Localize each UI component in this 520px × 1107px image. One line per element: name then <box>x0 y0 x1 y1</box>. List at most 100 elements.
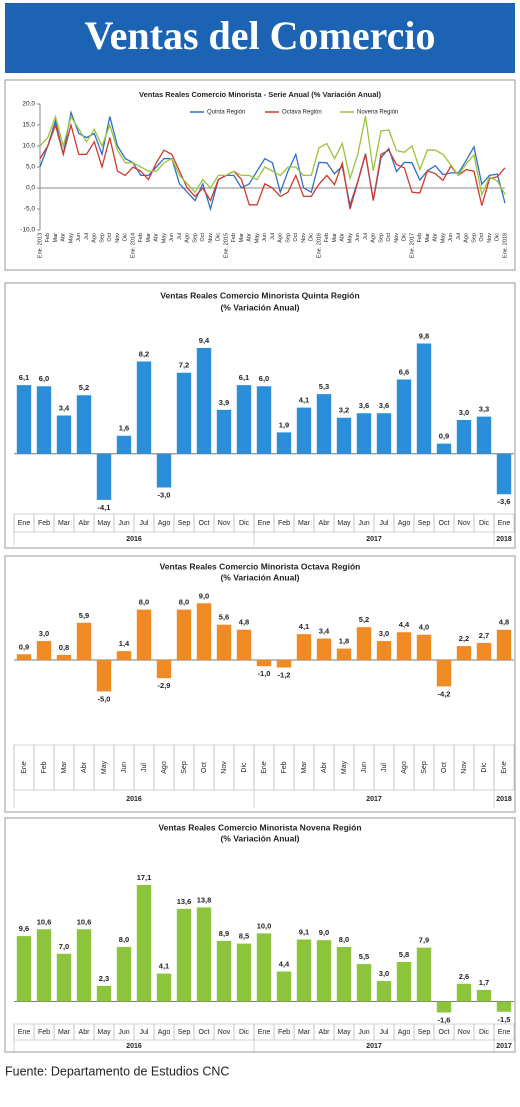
x-tick-label: Feb <box>281 761 288 773</box>
bar <box>256 659 272 667</box>
x-tick-label: Jun <box>358 520 369 527</box>
x-tick-label: Sep <box>418 520 431 527</box>
x-tick-label: Jun <box>76 233 82 242</box>
x-tick-label: Feb <box>417 233 423 242</box>
x-tick-label: Abr <box>79 520 91 527</box>
x-tick-label: Nov <box>461 761 468 774</box>
value-label: 3,6 <box>379 401 389 410</box>
x-tick-label: Nov <box>458 520 471 527</box>
bar <box>196 348 212 454</box>
bar <box>376 413 392 454</box>
x-tick-label: May <box>161 233 167 244</box>
bar <box>256 933 272 1002</box>
bar <box>136 609 152 660</box>
value-label: 13,8 <box>197 895 212 904</box>
x-tick-label: Sep <box>378 233 384 243</box>
x-tick-label: May <box>440 233 446 244</box>
x-tick-label: Oct <box>479 233 485 242</box>
x-tick-label: Nov <box>301 233 307 243</box>
value-label: 8,0 <box>139 598 149 607</box>
x-tick-label: Nov <box>218 1029 231 1036</box>
x-tick-label: Mar <box>58 1029 71 1036</box>
value-label: 8,9 <box>219 929 229 938</box>
bar <box>416 343 432 454</box>
x-tick-label: Oct <box>201 762 208 773</box>
bar <box>16 385 32 454</box>
value-label: 8,5 <box>239 932 249 941</box>
x-tick-label: Feb <box>41 761 48 773</box>
x-tick-label: Feb <box>278 520 290 527</box>
x-tick-label: Abr <box>319 520 331 527</box>
bar <box>336 648 352 660</box>
x-tick-label: Ene <box>498 1029 511 1036</box>
value-label: 4,4 <box>279 960 290 969</box>
x-tick-label: Sep <box>192 233 198 243</box>
bar <box>16 654 32 660</box>
value-label: 4,8 <box>239 618 249 627</box>
x-tick-label: Jul <box>140 520 149 527</box>
value-label: 3,0 <box>459 408 469 417</box>
x-tick-label: Abr <box>319 1029 331 1036</box>
x-tick-label: Nov <box>487 233 493 243</box>
bar <box>276 971 292 1002</box>
value-label: -1,0 <box>258 669 271 678</box>
value-label: 9,0 <box>199 591 209 600</box>
value-label: 5,9 <box>79 611 89 620</box>
value-label: 1,6 <box>119 424 129 433</box>
x-tick-label: Dic <box>402 233 408 241</box>
x-tick-label: Jul <box>177 233 183 240</box>
value-label: 4,1 <box>299 622 309 631</box>
x-tick-label: Ago <box>161 761 168 774</box>
x-tick-label: Mar <box>239 233 245 243</box>
x-tick-label: Feb <box>38 520 50 527</box>
bar <box>356 627 372 660</box>
x-tick-label: Feb <box>324 233 330 242</box>
x-tick-label: Ago <box>464 233 470 243</box>
x-tick-label: Oct <box>200 233 206 242</box>
value-label: 5,6 <box>219 613 229 622</box>
bar <box>396 632 412 660</box>
x-tick-label: Dic <box>239 1029 250 1036</box>
bar <box>336 417 352 454</box>
bar <box>56 953 72 1002</box>
bar <box>276 659 292 668</box>
x-tick-label: Jul <box>380 1029 389 1036</box>
bar <box>216 624 232 660</box>
value-label: 13,6 <box>177 897 192 906</box>
value-label: -1,6 <box>438 1015 451 1024</box>
y-tick-label: 15,0 <box>22 122 35 129</box>
value-label: 8,0 <box>339 935 349 944</box>
value-label: 9,8 <box>419 331 429 340</box>
x-tick-label: Feb <box>138 233 144 242</box>
bar <box>176 908 192 1002</box>
group-label: 2018 <box>496 536 512 543</box>
x-tick-label: Nov <box>218 520 231 527</box>
source-note: Fuente: Departamento de Estudios CNC <box>5 1064 229 1078</box>
x-tick-label: Nov <box>394 233 400 243</box>
x-tick-label: Ago <box>398 1029 411 1036</box>
value-label: 10,6 <box>77 917 92 926</box>
x-tick-label: May <box>341 760 348 774</box>
x-tick-label: Nov <box>115 233 121 243</box>
x-tick-label: Ene <box>18 520 31 527</box>
bar <box>156 973 172 1002</box>
value-label: 1,4 <box>119 639 130 648</box>
value-label: -4,2 <box>438 689 451 698</box>
legend-label: Novena Región <box>357 110 398 116</box>
x-tick-label: May <box>68 233 74 244</box>
bar <box>76 622 92 660</box>
x-tick-label: Sep <box>418 1029 431 1036</box>
bar <box>176 609 192 660</box>
x-tick-label: May <box>254 233 260 244</box>
bar <box>236 385 252 454</box>
x-tick-label: Dic <box>479 520 490 527</box>
chart-title: Ventas Reales Comercio Minorista Novena … <box>158 822 361 832</box>
x-tick-label: Ene <box>261 761 268 774</box>
x-tick-label: Nov <box>208 233 214 243</box>
value-label: 9,6 <box>19 924 29 933</box>
x-tick-label: Oct <box>439 1029 450 1036</box>
x-tick-label: Mar <box>58 520 71 527</box>
value-label: 3,6 <box>359 401 369 410</box>
bar <box>196 603 212 660</box>
